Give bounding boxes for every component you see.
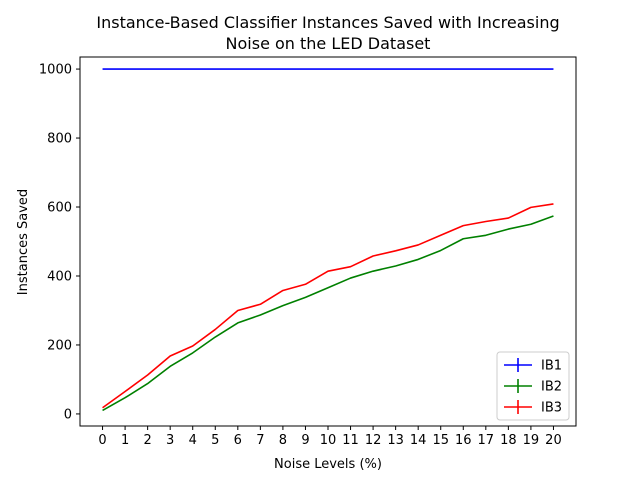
y-tick-label: 200 bbox=[47, 338, 72, 353]
x-tick-label: 2 bbox=[143, 433, 151, 448]
legend-label: IB1 bbox=[541, 359, 562, 374]
x-axis: 0 1 2 3 4 5 6 7 8 9 10 11 12 13 14 15 16 17 18 19 20 bbox=[98, 426, 562, 448]
x-tick-label: 9 bbox=[301, 433, 309, 448]
chart-title-line-2: Noise on the LED Dataset bbox=[226, 34, 431, 53]
y-tick-label: 0 bbox=[64, 407, 72, 422]
y-tick-label: 1000 bbox=[39, 63, 72, 78]
chart-title-line-1: Instance-Based Classifier Instances Save… bbox=[96, 13, 559, 32]
legend-label: IB2 bbox=[541, 380, 562, 395]
x-tick-label: 7 bbox=[256, 433, 264, 448]
x-tick-label: 10 bbox=[320, 433, 337, 448]
x-tick-label: 16 bbox=[455, 433, 472, 448]
x-tick-label: 20 bbox=[545, 433, 562, 448]
y-axis-label: Instances Saved bbox=[16, 189, 31, 295]
legend-entry-ib3: IB3 bbox=[504, 400, 562, 416]
x-tick-label: 1 bbox=[121, 433, 129, 448]
x-tick-label: 15 bbox=[432, 433, 449, 448]
x-tick-label: 4 bbox=[189, 433, 197, 448]
x-tick-label: 8 bbox=[279, 433, 287, 448]
x-tick-label: 3 bbox=[166, 433, 174, 448]
legend-box bbox=[496, 351, 570, 421]
legend-entry-ib1: IB1 bbox=[504, 358, 562, 374]
x-tick-label: 18 bbox=[500, 433, 517, 448]
x-tick-label: 17 bbox=[478, 433, 495, 448]
x-tick-label: 6 bbox=[234, 433, 242, 448]
plot-series bbox=[102, 68, 554, 412]
legend-entry-ib2: IB2 bbox=[504, 379, 562, 395]
series-line-ib3 bbox=[102, 203, 554, 409]
x-tick-label: 13 bbox=[387, 433, 404, 448]
y-tick-label: 800 bbox=[47, 132, 72, 147]
y-axis: 0 200 400 600 800 1000 bbox=[39, 63, 80, 422]
x-tick-label: 5 bbox=[211, 433, 219, 448]
x-axis-label: Noise Levels (%) bbox=[274, 457, 382, 472]
x-tick-label: 19 bbox=[523, 433, 540, 448]
x-tick-label: 11 bbox=[342, 433, 359, 448]
y-tick-label: 400 bbox=[47, 269, 72, 284]
x-tick-label: 12 bbox=[365, 433, 382, 448]
x-tick-label: 0 bbox=[98, 433, 106, 448]
series-line-ib2 bbox=[102, 215, 554, 412]
chart-title: Instance-Based Classifier Instances Save… bbox=[96, 13, 559, 53]
y-tick-label: 600 bbox=[47, 201, 72, 216]
legend: IB1 IB2 IB3 bbox=[496, 351, 570, 421]
legend-label: IB3 bbox=[541, 401, 562, 416]
x-tick-label: 14 bbox=[410, 433, 427, 448]
